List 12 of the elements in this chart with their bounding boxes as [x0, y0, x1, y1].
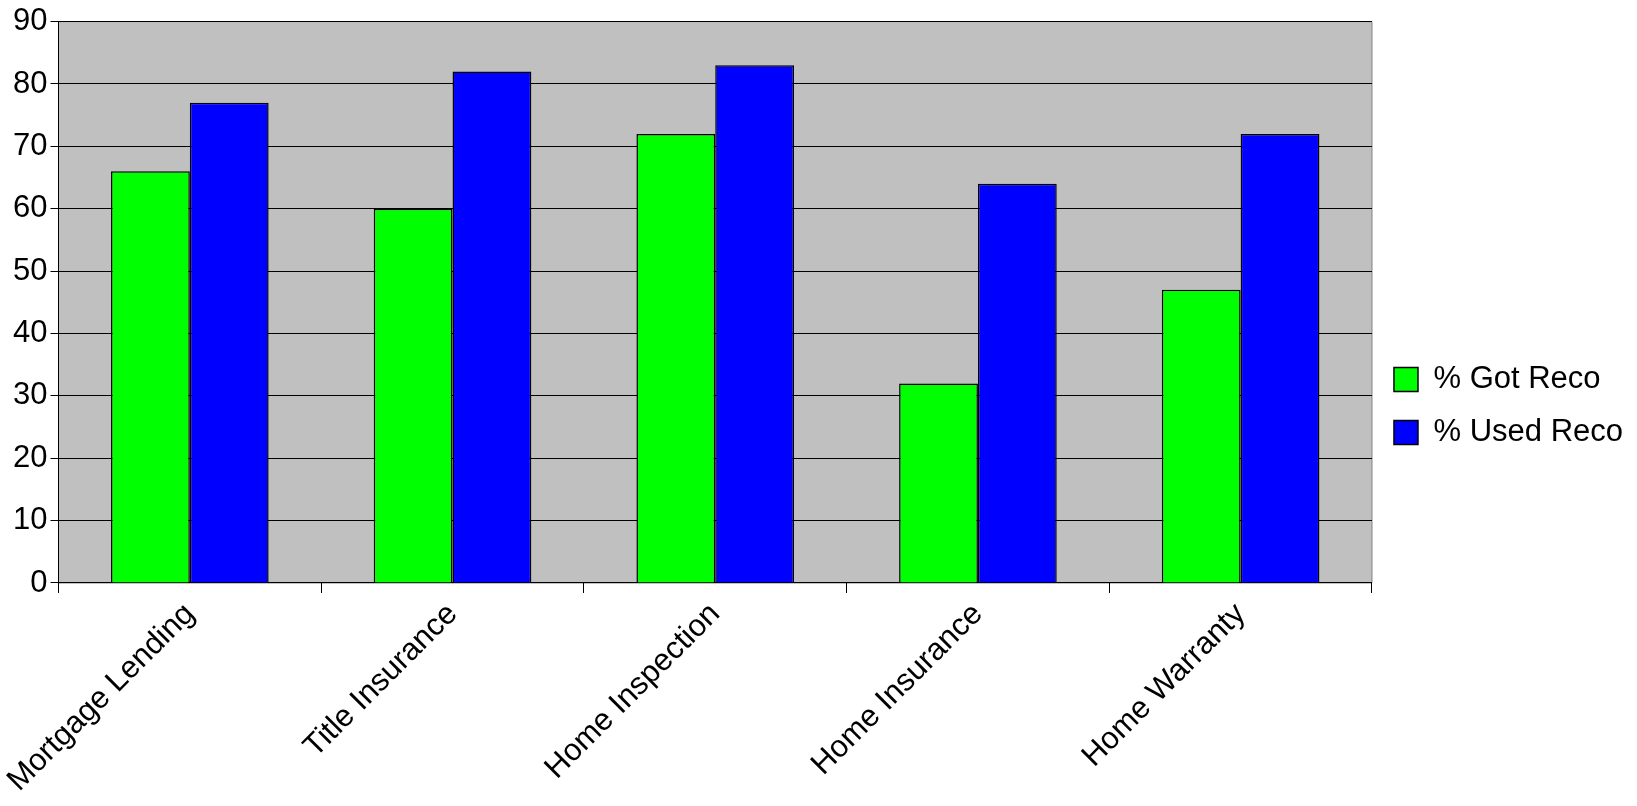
y-tick-label: 10	[13, 501, 48, 537]
y-tick-label: 50	[13, 251, 48, 287]
legend-label: % Got Reco	[1433, 360, 1601, 396]
y-tick-label: 30	[13, 376, 48, 412]
legend-label: % Used Reco	[1433, 413, 1623, 449]
y-tick-label: 80	[13, 64, 48, 100]
y-tick-label: 90	[13, 2, 48, 38]
y-tick-label: 60	[13, 189, 48, 225]
y-tick-label: 70	[13, 126, 48, 162]
y-tick-label: 0	[30, 563, 48, 599]
y-tick-label: 40	[13, 314, 48, 350]
y-tick-label: 20	[13, 438, 48, 474]
